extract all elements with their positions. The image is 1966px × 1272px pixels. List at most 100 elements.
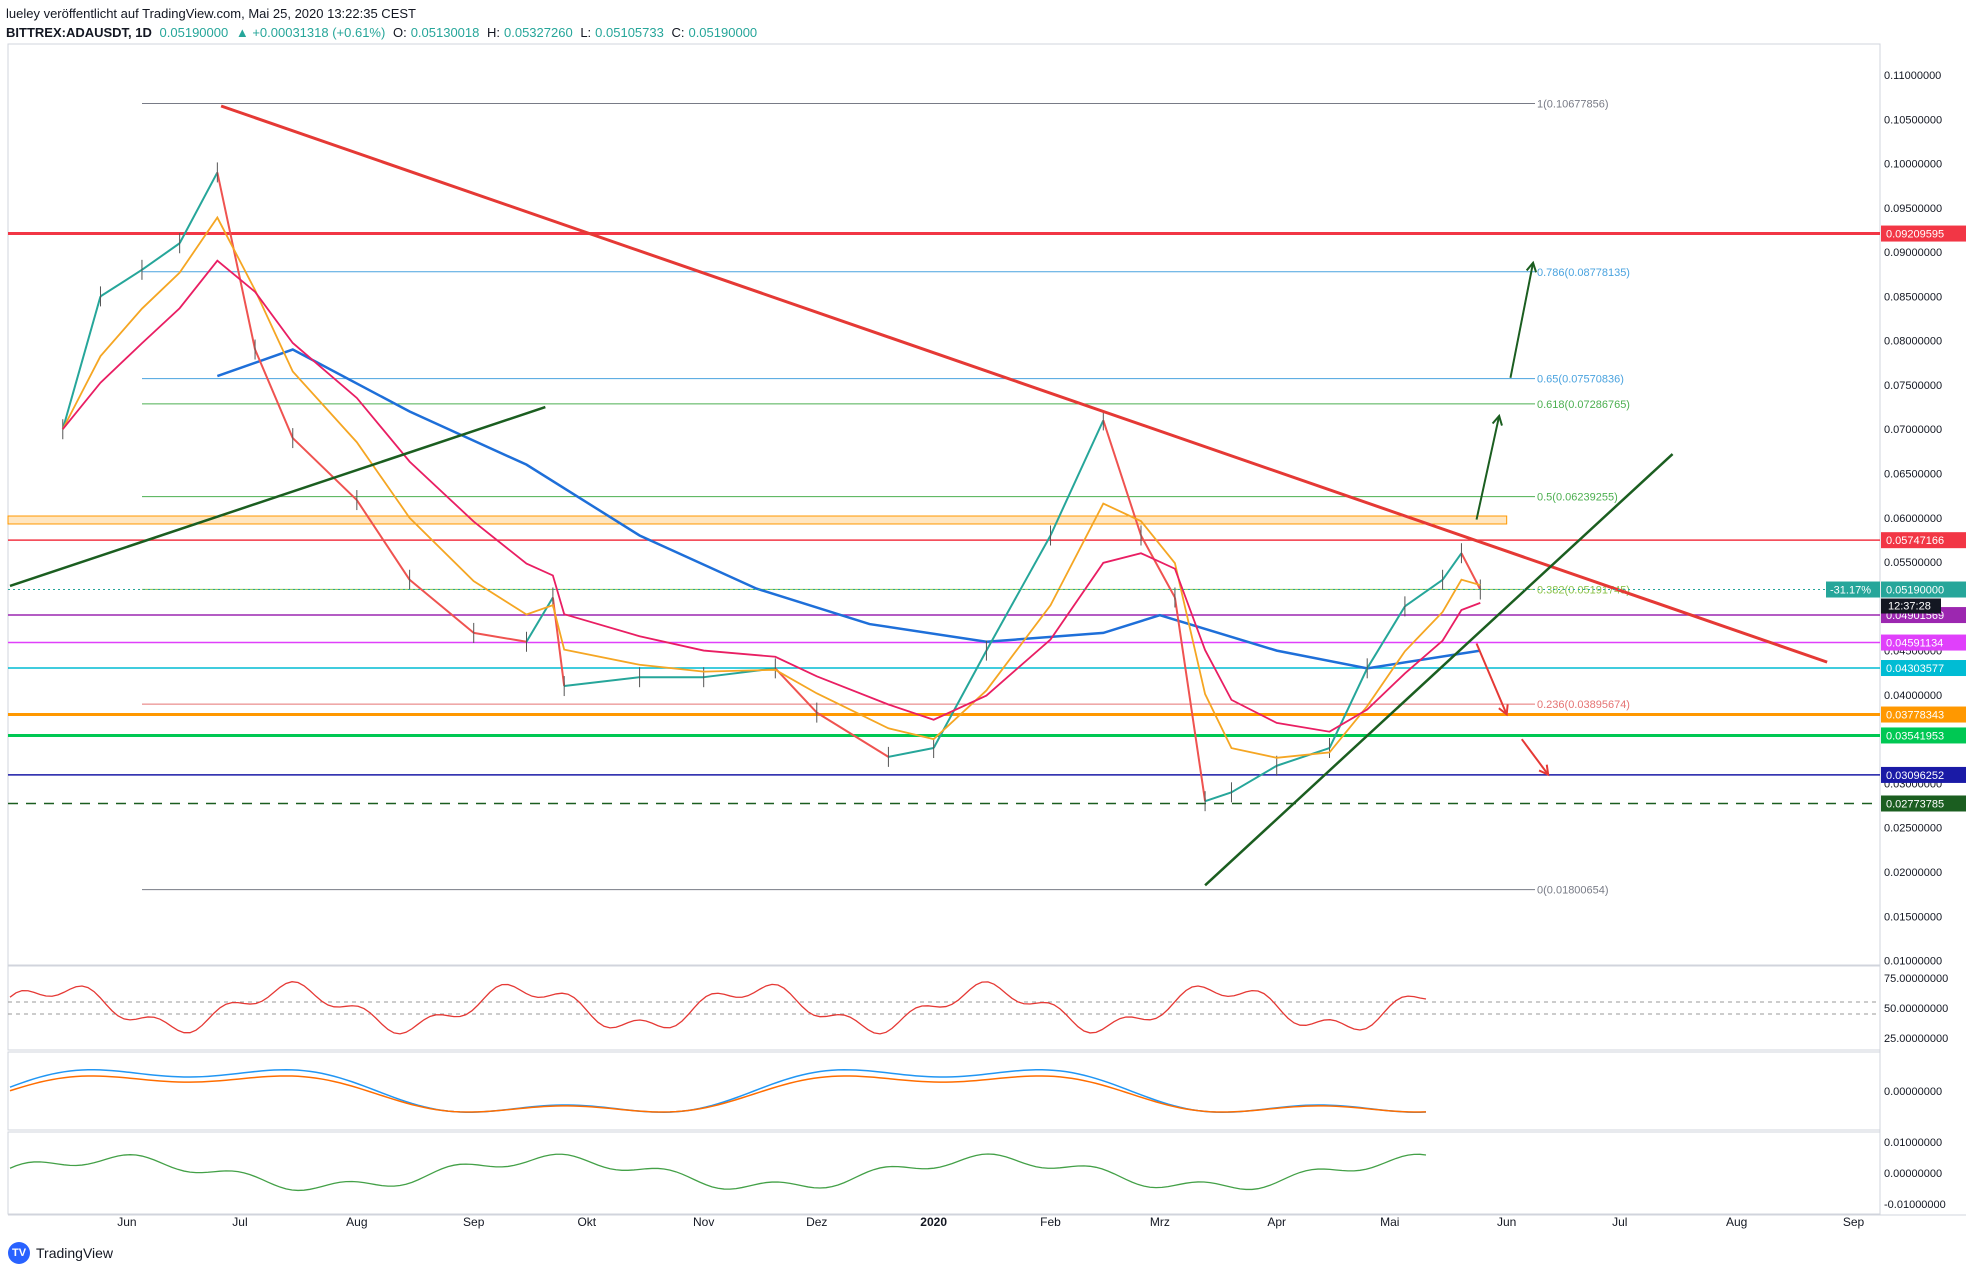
trendline-old-ascending <box>9 405 546 588</box>
high-label: H: <box>487 25 500 40</box>
price-tick-label: 0.05500000 <box>1884 557 1942 569</box>
macd-tick-label: 0.00000000 <box>1884 1086 1942 1098</box>
level-tag <box>1881 706 1966 723</box>
low-label: L: <box>580 25 592 40</box>
price-tick-label: 0.06000000 <box>1884 513 1942 525</box>
fib-label: 0(0.01800654) <box>1537 885 1609 897</box>
price-change: ▲ +0.00031318 (+0.61%) <box>235 25 386 40</box>
countdown-label: 12:37:28 <box>1888 601 1931 613</box>
price-tick-label: 0.02500000 <box>1884 823 1942 835</box>
level-tag-label: 0.03541953 <box>1886 730 1944 742</box>
ema-fast-line <box>61 215 1481 759</box>
time-tick-label: Dez <box>806 1215 827 1229</box>
time-tick-label: Jul <box>1612 1215 1627 1229</box>
osc-tick-label: 0.01000000 <box>1884 1137 1942 1149</box>
price-tick-label: 0.08500000 <box>1884 291 1942 303</box>
trendline-ascending <box>1204 453 1674 887</box>
time-tick-label: Jun <box>117 1215 136 1229</box>
osc-tick-label: -0.01000000 <box>1884 1199 1946 1211</box>
tradingview-logo-icon[interactable]: TV <box>8 1242 30 1264</box>
arrow-head <box>1525 260 1538 273</box>
price-tick-label: 0.01500000 <box>1884 911 1942 923</box>
rsi-tick-label: 50.00000000 <box>1884 1003 1948 1015</box>
level-tag <box>1881 225 1966 242</box>
level-tag <box>1881 660 1966 677</box>
rsi-line <box>9 981 1427 1035</box>
indicator-pane-3 <box>7 1131 1881 1215</box>
price-segment <box>1328 667 1369 749</box>
chart-header: lueley veröffentlicht auf TradingView.co… <box>6 4 761 42</box>
publish-info: lueley veröffentlicht auf TradingView.co… <box>6 6 416 21</box>
open-value: 0.05130018 <box>410 25 480 40</box>
last-price: 0.05190000 <box>159 25 229 40</box>
time-tick-label: Okt <box>577 1215 596 1229</box>
time-tick-label: Apr <box>1267 1215 1286 1229</box>
fib-label: 0.618(0.07286765) <box>1537 399 1630 411</box>
footer: TV TradingView <box>8 1242 113 1264</box>
time-tick-label: Aug <box>346 1215 367 1229</box>
price-tick-label: 0.01000000 <box>1884 956 1942 968</box>
price-segment <box>1404 578 1444 608</box>
time-tick-label: Jun <box>1497 1215 1516 1229</box>
level-tag-label: 0.03096252 <box>1886 770 1944 782</box>
time-tick-label: Feb <box>1040 1215 1061 1229</box>
price-tick-label: 0.09500000 <box>1884 203 1942 215</box>
price-segment <box>292 437 358 501</box>
price-segment <box>408 579 475 634</box>
change-tag <box>1826 581 1880 598</box>
price-tick-label: 0.10000000 <box>1884 159 1942 171</box>
fib-label: 0.786(0.08778135) <box>1537 267 1630 279</box>
arrow-head <box>1491 413 1503 426</box>
symbol-label[interactable]: BITTREX:ADAUSDT, 1D <box>6 25 152 40</box>
price-segment <box>1441 552 1463 581</box>
change-tag-label: -31.17% <box>1830 585 1871 597</box>
price-tick-label: 0.08000000 <box>1884 336 1942 348</box>
macd-signal-line <box>9 1075 1427 1113</box>
level-tag-label: 0.02773785 <box>1886 798 1944 810</box>
fib-label: 1(0.10677856) <box>1537 99 1609 111</box>
price-tick-label: 0.02000000 <box>1884 867 1942 879</box>
level-tag-label: 0.03778343 <box>1886 710 1944 722</box>
last-price-tag-label: 0.05190000 <box>1886 585 1944 597</box>
time-tick-label: Sep <box>1843 1215 1865 1229</box>
price-segment <box>564 676 640 688</box>
price-tick-label: 0.04000000 <box>1884 690 1942 702</box>
macd-line <box>9 1069 1427 1113</box>
price-tick-label: 0.07500000 <box>1884 380 1942 392</box>
price-segment <box>888 747 934 758</box>
level-tag <box>1881 634 1966 651</box>
time-tick-label: Sep <box>463 1215 485 1229</box>
rsi-tick-label: 75.00000000 <box>1884 973 1948 985</box>
time-tick-label: Jul <box>232 1215 247 1229</box>
price-tick-label: 0.11000000 <box>1884 70 1941 82</box>
close-label: C: <box>671 25 685 40</box>
projection-arrow <box>1520 738 1549 776</box>
price-tick-label: 0.10500000 <box>1884 114 1942 126</box>
price-segment <box>216 172 257 350</box>
level-tag-label: 0.04303577 <box>1886 663 1944 675</box>
time-tick-label: Aug <box>1726 1215 1747 1229</box>
indicator-pane-1 <box>7 965 1881 1051</box>
countdown-tag <box>1881 598 1941 614</box>
fib-label: 0.236(0.03895674) <box>1537 699 1630 711</box>
level-tag <box>1881 532 1966 549</box>
close-value: 0.05190000 <box>688 25 758 40</box>
price-tick-label: 0.06500000 <box>1884 469 1942 481</box>
price-segment <box>816 711 889 758</box>
time-tick-label: Nov <box>693 1215 714 1229</box>
indicator-pane-2 <box>7 1051 1881 1131</box>
fib-label: 0.65(0.07570836) <box>1537 374 1624 386</box>
price-segment <box>473 631 527 643</box>
price-tick-label: 0.09000000 <box>1884 247 1942 259</box>
price-segment <box>774 667 818 714</box>
level-tag-label: 0.04591134 <box>1886 638 1943 650</box>
projection-arrow <box>1509 262 1535 379</box>
price-segment <box>61 296 102 430</box>
price-segment <box>1230 764 1278 794</box>
level-tag <box>1881 795 1966 812</box>
level-tag-label: 0.09209595 <box>1886 229 1944 241</box>
brand-name: TradingView <box>36 1245 114 1261</box>
price-segment <box>1204 791 1232 803</box>
price-segment <box>178 171 219 244</box>
